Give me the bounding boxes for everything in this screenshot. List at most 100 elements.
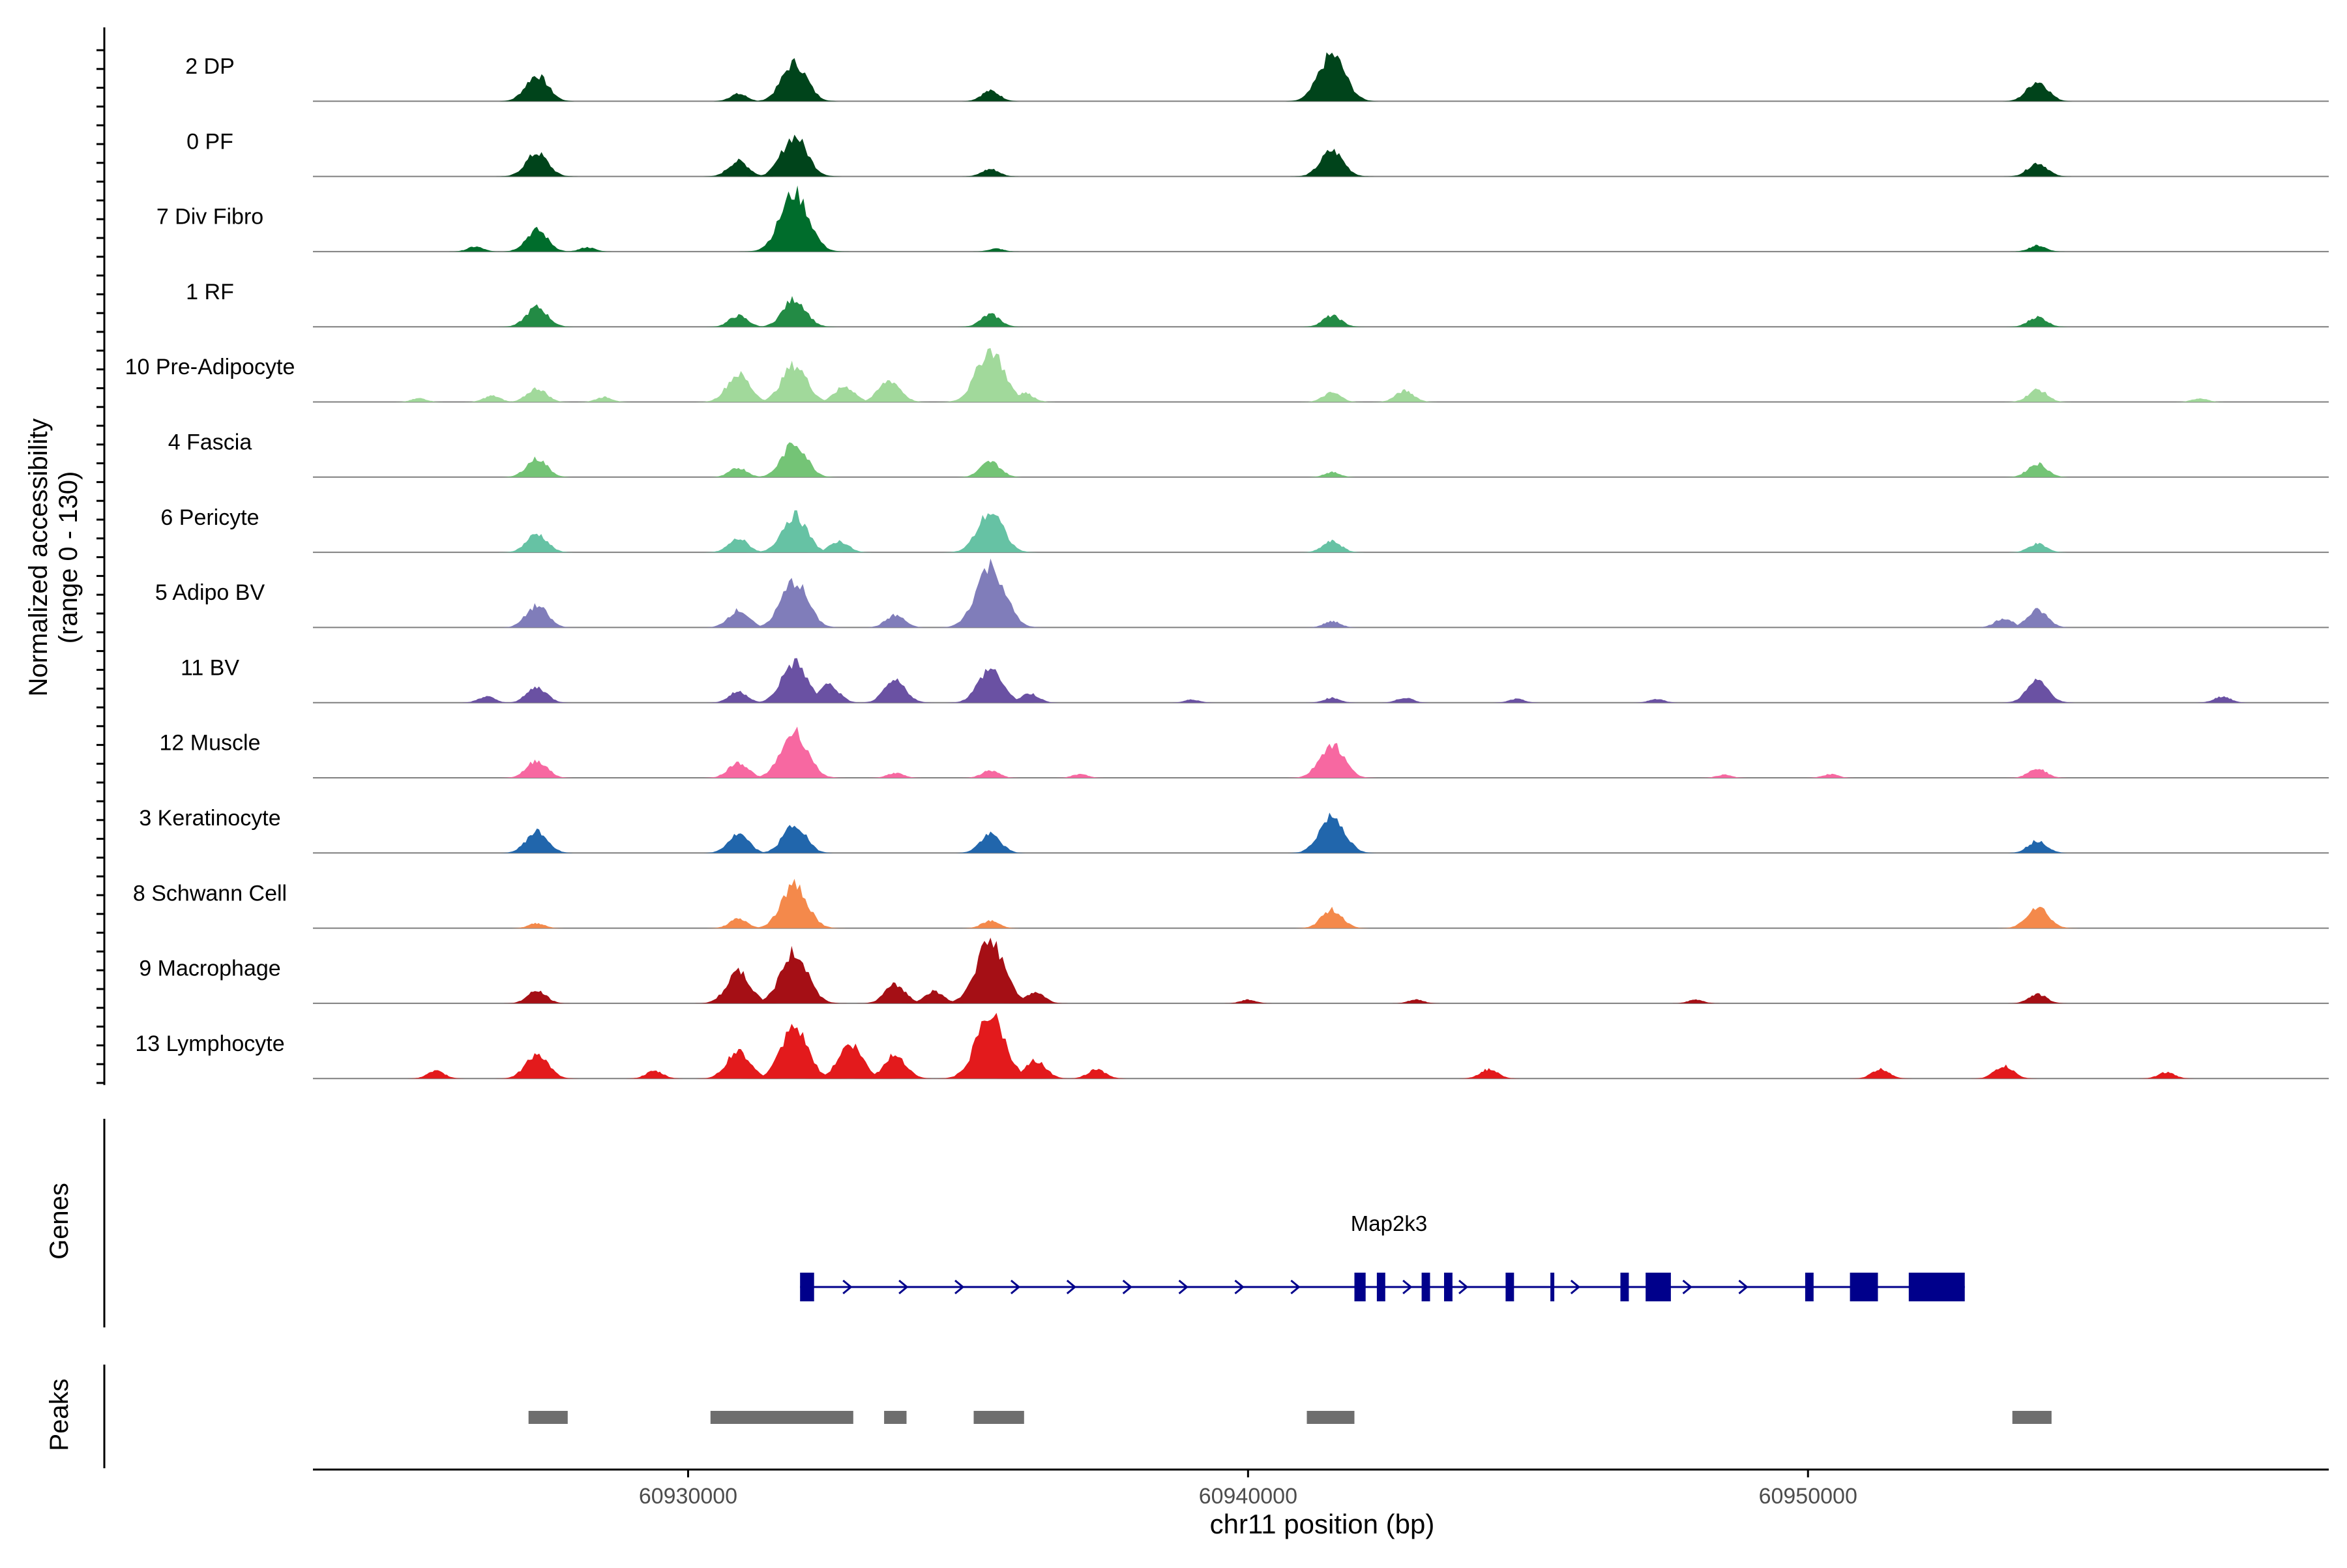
track-5-adipo-bv: 5 Adipo BV	[155, 558, 2329, 629]
coverage-peak	[1048, 773, 1112, 778]
coverage-peak	[954, 770, 1027, 778]
coverage-peak	[851, 982, 939, 1003]
coverage-peak	[492, 603, 582, 628]
coverage-peak	[741, 134, 848, 177]
coverage-peak	[1692, 774, 1756, 778]
coverage-peak	[1297, 621, 1367, 628]
coverage-peak	[861, 773, 929, 778]
x-axis-tick-label: 60940000	[1199, 1484, 1297, 1509]
coverage-peak	[735, 185, 854, 252]
coverage-peak	[1366, 389, 1444, 402]
coverage-peak	[930, 938, 1051, 1003]
coverage-peak	[494, 456, 581, 477]
coverage-peak	[739, 726, 850, 778]
coverage-peak	[400, 1070, 472, 1079]
gene-exon	[1850, 1273, 1878, 1301]
peak-region	[528, 1411, 568, 1424]
coverage-peak	[701, 467, 776, 477]
coverage-peak	[741, 658, 848, 703]
strand-arrow	[1738, 1279, 1749, 1295]
coverage-peak	[844, 380, 935, 402]
coverage-peak	[1664, 999, 1728, 1003]
coverage-peak	[740, 878, 849, 928]
gene-exon	[1646, 1273, 1671, 1301]
strand-arrow	[842, 1279, 853, 1295]
coverage-peak	[697, 762, 780, 778]
coverage-peak	[695, 833, 782, 853]
coverage-peak	[495, 686, 579, 703]
coverage-peak	[698, 539, 779, 553]
coverage-peak	[497, 990, 577, 1003]
coverage-peak	[492, 226, 582, 252]
gene-exon	[1550, 1273, 1555, 1301]
gene-name-label: Map2k3	[1351, 1211, 1427, 1235]
track-10-pre-adipocyte: 10 Pre-Adipocyte	[125, 348, 2329, 403]
coverage-peak	[743, 361, 847, 402]
coverage-peak	[490, 74, 584, 102]
coverage-peak	[1993, 81, 2082, 102]
gene-exon	[1908, 1273, 1965, 1301]
track-label: 13 Lymphocyte	[135, 1031, 284, 1056]
gene-exon	[1444, 1273, 1453, 1301]
coverage-peak	[746, 825, 843, 853]
coverage-peak	[1798, 773, 1863, 778]
coverage-peak	[702, 93, 775, 102]
track-label: 2 DP	[185, 54, 235, 79]
coverage-peak	[743, 510, 847, 553]
x-axis-tick-label: 60930000	[639, 1484, 737, 1509]
coverage-peak	[1371, 698, 1439, 703]
coverage-peak	[1964, 1064, 2044, 1079]
coverage-peak	[850, 678, 941, 703]
strand-arrow	[954, 1279, 965, 1295]
strand-arrow	[898, 1279, 909, 1295]
coverage-peak	[744, 442, 846, 477]
gene-exon	[1805, 1273, 1814, 1301]
track-3-keratinocyte: 3 Keratinocyte	[139, 806, 2329, 854]
coverage-peak	[2187, 696, 2258, 703]
track-label: 11 BV	[181, 655, 239, 680]
coverage-peak	[690, 371, 787, 402]
coverage-peak	[1288, 906, 1376, 928]
coverage-peak	[992, 693, 1067, 703]
coverage-peak	[949, 460, 1033, 477]
coverage-peak	[986, 392, 1062, 402]
coverage-peak	[737, 945, 851, 1003]
coverage-peak	[689, 968, 788, 1003]
track-label: 3 Keratinocyte	[139, 806, 280, 831]
coverage-peak	[491, 152, 583, 177]
coverage-peak	[996, 992, 1074, 1003]
track-6-pericyte: 6 Pericyte	[160, 505, 2329, 554]
coverage-peak	[799, 1043, 902, 1079]
coverage-peak	[1625, 699, 1689, 703]
track-2-dp: 2 DP	[185, 52, 2329, 102]
coverage-peak	[1992, 906, 2083, 928]
coverage-peak	[803, 386, 887, 402]
gene-exon	[1354, 1273, 1366, 1301]
track-label: 1 RF	[186, 280, 234, 304]
coverage-peak	[1293, 539, 1371, 553]
track-label: 6 Pericyte	[160, 505, 259, 530]
coverage-peak	[1994, 608, 2080, 628]
coverage-peak	[933, 348, 1048, 402]
gene-exon	[1505, 1273, 1514, 1301]
track-12-muscle: 12 Muscle	[160, 726, 2329, 778]
coverage-peak	[1280, 812, 1384, 853]
track-0-pf: 0 PF	[186, 129, 2329, 177]
coverage-peak	[1966, 618, 2042, 628]
peak-region	[710, 1411, 853, 1424]
coverage-peak	[1998, 388, 2078, 402]
coverage-peak	[1992, 678, 2083, 703]
coverage-peak	[939, 668, 1041, 703]
x-axis-tick-label: 60950000	[1759, 1484, 1857, 1509]
coverage-peak	[954, 169, 1027, 177]
peak-region	[884, 1411, 907, 1424]
track-9-macrophage: 9 Macrophage	[139, 938, 2329, 1004]
strand-arrow	[1234, 1279, 1245, 1295]
coverage-peak	[1298, 697, 1366, 703]
coverage-peak	[1294, 391, 1370, 402]
peaks-panel	[103, 1365, 2052, 1468]
coverage-peak	[1843, 1067, 1919, 1079]
gene-exon	[1376, 1273, 1385, 1301]
coverage-peak	[492, 828, 582, 853]
